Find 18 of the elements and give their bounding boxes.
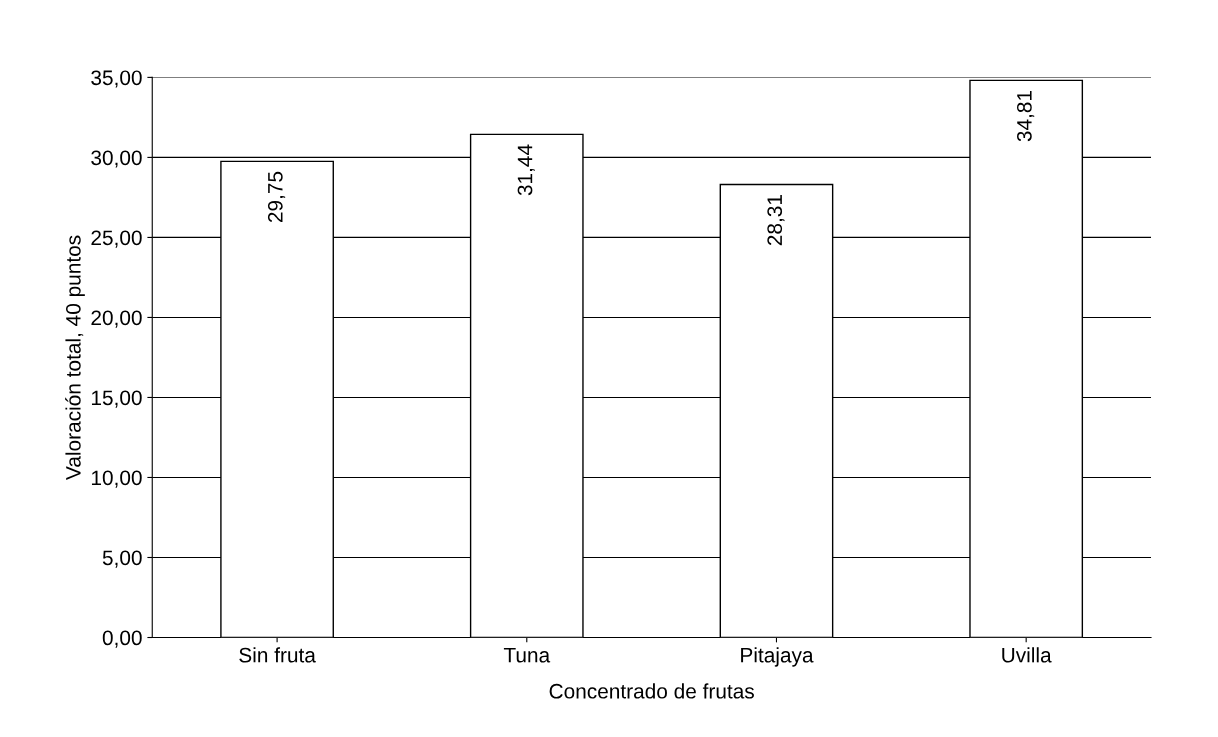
y-tick-label: 5,00	[102, 550, 142, 568]
x-tick-label: Sin fruta	[239, 647, 316, 663]
x-tick-label: Tuna	[503, 647, 551, 663]
data-label: 31,44	[517, 144, 535, 196]
data-label: 28,31	[767, 195, 785, 246]
y-tick-label: 20,00	[91, 310, 142, 328]
x-tick-label: Pitajaya	[741, 647, 814, 667]
data-label: 34,81	[1017, 91, 1035, 142]
data-label: 29,75	[267, 171, 286, 223]
y-tick-label: 0,00	[102, 630, 142, 648]
y-tick-label: 15,00	[91, 390, 142, 408]
x-tick-label: Uvilla	[1002, 647, 1052, 663]
x-axis-title: Concentrado de frutas	[549, 683, 754, 699]
y-tick-label: 25,00	[91, 230, 142, 248]
y-tick-label: 35,00	[91, 70, 142, 88]
y-tick-label: 10,00	[91, 470, 142, 488]
y-tick-label: 30,00	[91, 150, 142, 168]
y-axis-title: Valoración total, 40 puntos	[65, 235, 85, 480]
